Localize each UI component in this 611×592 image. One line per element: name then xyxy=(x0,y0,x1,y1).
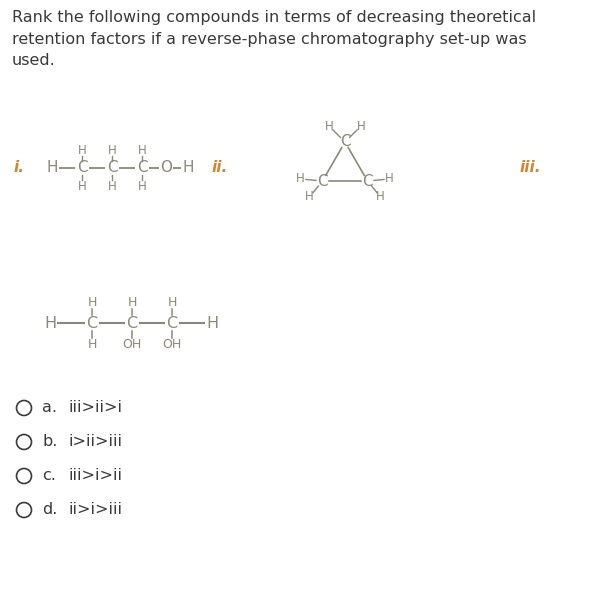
Text: H: H xyxy=(78,143,86,156)
Text: H: H xyxy=(78,179,86,192)
Text: ii.: ii. xyxy=(212,160,229,175)
Text: iii.: iii. xyxy=(520,160,541,175)
Text: H: H xyxy=(108,143,116,156)
Text: H: H xyxy=(137,143,147,156)
Text: H: H xyxy=(46,160,58,175)
Text: H: H xyxy=(87,339,97,352)
Text: C: C xyxy=(340,134,350,150)
Text: a.: a. xyxy=(42,401,57,416)
Text: O: O xyxy=(160,160,172,175)
Text: Rank the following compounds in terms of decreasing theoretical
retention factor: Rank the following compounds in terms of… xyxy=(12,10,536,68)
Text: H: H xyxy=(357,120,365,133)
Text: c.: c. xyxy=(42,468,56,484)
Text: d.: d. xyxy=(42,503,57,517)
Text: b.: b. xyxy=(42,435,57,449)
Text: i.: i. xyxy=(14,160,25,175)
Text: iii>ii>i: iii>ii>i xyxy=(68,401,122,416)
Text: C: C xyxy=(137,160,147,175)
Text: iii>i>ii: iii>i>ii xyxy=(68,468,122,484)
Text: H: H xyxy=(385,172,394,185)
Text: C: C xyxy=(77,160,87,175)
Text: H: H xyxy=(137,179,147,192)
Text: H: H xyxy=(127,297,137,310)
Text: C: C xyxy=(107,160,117,175)
Text: H: H xyxy=(376,191,385,204)
Text: C: C xyxy=(126,316,137,330)
Text: i>ii>iii: i>ii>iii xyxy=(68,435,122,449)
Text: H: H xyxy=(87,297,97,310)
Text: C: C xyxy=(86,316,98,330)
Text: H: H xyxy=(182,160,194,175)
Text: H: H xyxy=(305,191,314,204)
Text: H: H xyxy=(296,172,305,185)
Text: ii>i>iii: ii>i>iii xyxy=(68,503,122,517)
Text: H: H xyxy=(44,316,56,330)
Text: H: H xyxy=(324,120,334,133)
Text: OH: OH xyxy=(163,339,181,352)
Text: C: C xyxy=(362,173,373,188)
Text: H: H xyxy=(167,297,177,310)
Text: H: H xyxy=(108,179,116,192)
Text: OH: OH xyxy=(122,339,142,352)
Text: C: C xyxy=(166,316,178,330)
Text: H: H xyxy=(206,316,218,330)
Text: C: C xyxy=(317,173,327,188)
